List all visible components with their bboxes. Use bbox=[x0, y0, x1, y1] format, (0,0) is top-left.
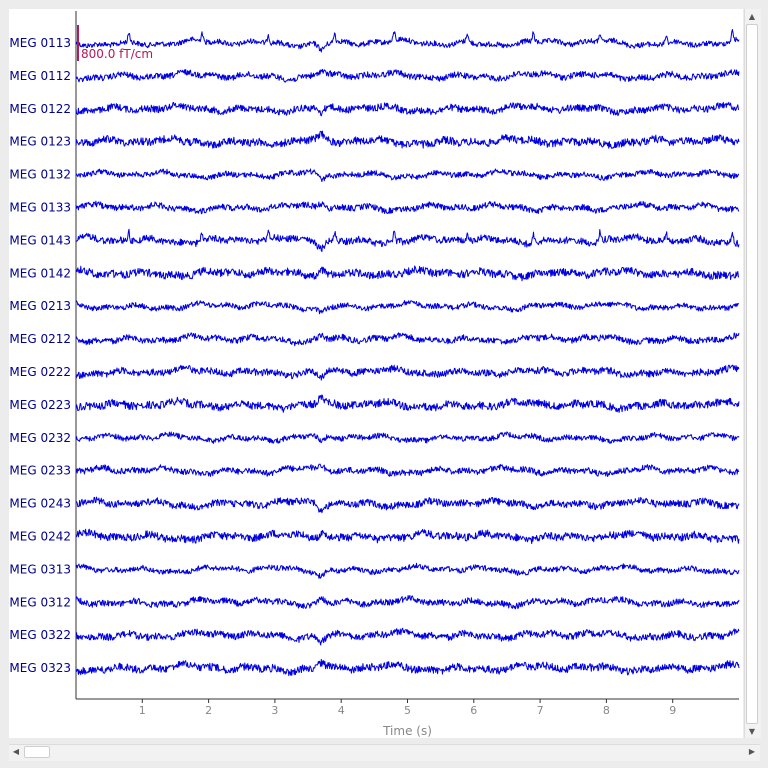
channel-label: MEG 0223 bbox=[9, 398, 71, 412]
channel-trace bbox=[75, 528, 740, 545]
channel-label: MEG 0232 bbox=[9, 431, 71, 445]
channel-label: MEG 0243 bbox=[9, 497, 71, 511]
channel-label: MEG 0132 bbox=[9, 168, 71, 182]
channel-label: MEG 0142 bbox=[9, 266, 71, 280]
scroll-down-arrow-icon[interactable]: ▼ bbox=[748, 727, 756, 736]
channel-label: MEG 0213 bbox=[9, 299, 71, 313]
channel-label: MEG 0313 bbox=[9, 562, 71, 576]
x-tick-label: 2 bbox=[205, 704, 212, 717]
channel-label: MEG 0312 bbox=[9, 595, 71, 609]
channel-trace bbox=[75, 364, 740, 381]
channel-trace bbox=[75, 265, 740, 282]
channel-trace bbox=[75, 68, 740, 83]
channel-label: MEG 0212 bbox=[9, 332, 71, 346]
channel-trace bbox=[75, 463, 740, 477]
scroll-left-arrow-icon[interactable]: ◀ bbox=[12, 747, 20, 756]
horizontal-scrollbar[interactable] bbox=[9, 744, 760, 761]
scroll-up-arrow-icon[interactable]: ▲ bbox=[748, 12, 756, 21]
channel-label: MEG 0222 bbox=[9, 365, 71, 379]
channel-trace bbox=[75, 658, 740, 677]
channel-label: MEG 0242 bbox=[9, 530, 71, 544]
vertical-scroll-thumb[interactable] bbox=[746, 24, 758, 724]
channel-label: MEG 0112 bbox=[9, 69, 71, 83]
scale-bar-label: 800.0 fT/cm bbox=[81, 47, 153, 61]
channel-trace bbox=[75, 431, 740, 444]
horizontal-scroll-thumb[interactable] bbox=[24, 746, 50, 758]
channel-trace bbox=[75, 130, 740, 149]
channel-label: MEG 0233 bbox=[9, 464, 71, 478]
channel-trace bbox=[75, 300, 740, 315]
channel-trace bbox=[75, 627, 740, 646]
channel-trace bbox=[75, 562, 740, 579]
channel-trace bbox=[75, 332, 740, 347]
channel-trace bbox=[75, 228, 740, 252]
x-tick-label: 9 bbox=[669, 704, 676, 717]
plot-canvas: 1 2 3 4 5 6 7 8 9 Time (s) MEG 0113 MEG 0112 MEG 012… bbox=[9, 9, 743, 738]
channel-trace bbox=[75, 496, 740, 514]
x-tick-label: 4 bbox=[338, 704, 345, 717]
channel-trace bbox=[75, 29, 740, 53]
channel-label: MEG 0322 bbox=[9, 628, 71, 642]
channel-trace bbox=[75, 200, 740, 215]
scroll-right-arrow-icon[interactable]: ▶ bbox=[748, 747, 756, 756]
channel-label: MEG 0133 bbox=[9, 201, 71, 215]
channel-label: MEG 0113 bbox=[9, 36, 71, 50]
channel-trace bbox=[75, 168, 739, 183]
channel-trace bbox=[75, 101, 740, 117]
x-tick-label: 7 bbox=[537, 704, 544, 717]
x-tick-label: 1 bbox=[139, 704, 146, 717]
meg-trace-chart: 1 2 3 4 5 6 7 8 9 Time (s) MEG 0113 MEG 0112 MEG 012… bbox=[9, 11, 740, 738]
channel-trace bbox=[75, 595, 740, 610]
channel-label: MEG 0123 bbox=[9, 135, 71, 149]
x-tick-label: 5 bbox=[404, 704, 411, 717]
channel-trace bbox=[75, 394, 740, 413]
channel-label: MEG 0323 bbox=[9, 661, 71, 675]
x-tick-label: 8 bbox=[603, 704, 610, 717]
x-axis-label: Time (s) bbox=[382, 724, 432, 738]
channel-label: MEG 0122 bbox=[9, 102, 71, 116]
x-tick-label: 3 bbox=[271, 704, 278, 717]
x-tick-label: 6 bbox=[470, 704, 477, 717]
channel-label: MEG 0143 bbox=[9, 233, 71, 247]
